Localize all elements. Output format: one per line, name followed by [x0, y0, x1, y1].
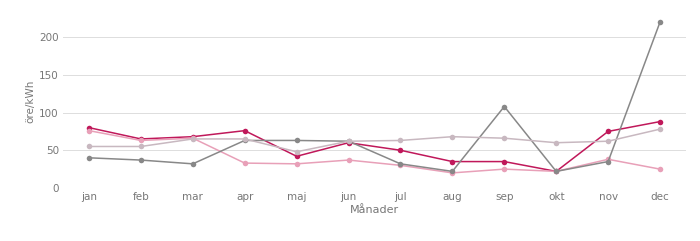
X-axis label: Månader: Månader — [350, 205, 399, 215]
Y-axis label: öre/kWh: öre/kWh — [25, 80, 35, 123]
